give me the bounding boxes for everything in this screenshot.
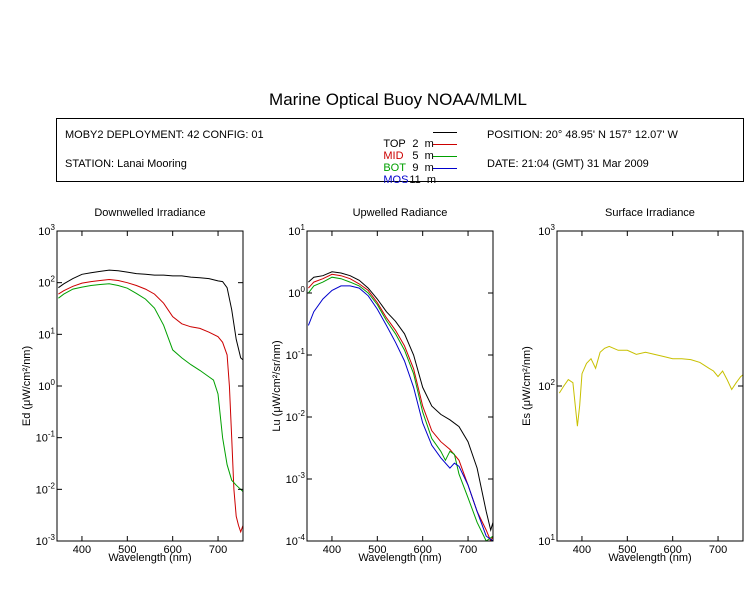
y-tick-label: 10-1 <box>36 430 56 445</box>
x-tick-label: 700 <box>209 544 227 556</box>
legend-entry-mos: MOS11 m <box>365 162 457 210</box>
plot-frame <box>556 230 744 542</box>
x-tick-label: 600 <box>664 544 682 556</box>
series-line-top <box>308 271 493 533</box>
y-tick-label: 102 <box>538 378 555 393</box>
legend-line <box>433 144 457 145</box>
legend-line <box>433 168 457 169</box>
x-tick-label: 500 <box>368 544 386 556</box>
legend-name: MID <box>383 150 404 162</box>
station-text: STATION: Lanai Mooring <box>65 158 187 170</box>
y-tick-label: 10-1 <box>286 347 306 362</box>
legend-entry-bot: BOT 9 m <box>365 150 457 198</box>
x-tick-label: 500 <box>118 544 136 556</box>
x-tick-label: 400 <box>73 544 91 556</box>
plot-frame <box>306 230 494 542</box>
chart-panel-1: Downwelled Irradiance 400 500 600 700 103 102 1… <box>21 207 244 564</box>
legend-name: TOP <box>383 138 406 150</box>
date-text: DATE: 21:04 (GMT) 31 Mar 2009 <box>487 158 649 170</box>
position-text: POSITION: 20° 48.95' N 157° 12.07' W <box>487 129 678 141</box>
y-tick-label: 10-2 <box>36 481 56 496</box>
series-line-bot <box>308 276 493 541</box>
legend-line <box>433 132 457 133</box>
x-axis-label: Wavelength (nm) <box>358 552 441 564</box>
x-axis-label: Wavelength (nm) <box>608 552 691 564</box>
x-tick-label: 700 <box>459 544 477 556</box>
legend-line <box>433 156 457 157</box>
x-tick-label: 400 <box>573 544 591 556</box>
x-tick-label: 500 <box>618 544 636 556</box>
y-tick-label: 101 <box>288 223 305 238</box>
y-tick-label: 100 <box>38 378 55 393</box>
legend-name: BOT <box>383 162 406 174</box>
x-axis-label: Wavelength (nm) <box>108 552 191 564</box>
y-tick-label: 101 <box>38 326 55 341</box>
y-tick-label: 103 <box>538 223 555 238</box>
y-tick-label: 102 <box>38 275 55 290</box>
y-tick-label: 101 <box>538 533 555 548</box>
series-line-mos <box>307 285 493 541</box>
chart-panel-2: Upwelled Radiance 400 500 600 700 101 100 10-1 1… <box>271 207 494 564</box>
x-tick-label: 600 <box>414 544 432 556</box>
chart-title: Surface Irradiance <box>605 207 695 219</box>
y-axis-label: Es (μW/cm²/nm) <box>521 346 533 426</box>
y-axis-label: Lu (μW/cm²/sr/nm) <box>271 340 283 431</box>
deployment-info-box: MOBY2 DEPLOYMENT: 42 CONFIG: 01 STATION:… <box>56 118 744 186</box>
y-tick-label: 103 <box>38 223 55 238</box>
series-line-mid <box>308 273 493 541</box>
series-line-mid <box>58 278 243 534</box>
x-tick-label: 400 <box>323 544 341 556</box>
legend-name: MOS <box>383 174 409 186</box>
legend-depth: 2 m <box>409 138 434 150</box>
y-tick-label: 10-3 <box>36 533 56 548</box>
legend-depth: 5 m <box>409 150 434 162</box>
y-tick-label: 10-4 <box>286 533 306 548</box>
series-line-bot <box>58 283 243 493</box>
page-title: Marine Optical Buoy NOAA/MLML <box>269 90 527 109</box>
legend-entry-mid: MID 5 m <box>365 138 457 186</box>
legend-depth: 9 m <box>409 162 434 174</box>
y-axis-label: Ed (μW/cm²/nm) <box>21 346 33 426</box>
chart-panel-3: Surface Irradiance 400 500 600 700 103 102 101 W… <box>521 207 744 564</box>
x-tick-label: 600 <box>164 544 182 556</box>
chart-title: Upwelled Radiance <box>353 207 448 219</box>
x-tick-label: 700 <box>709 544 727 556</box>
deployment-text: MOBY2 DEPLOYMENT: 42 CONFIG: 01 <box>65 129 264 141</box>
legend-entry-top: TOP 2 m <box>365 126 457 174</box>
series-line-top <box>58 269 243 361</box>
legend-depth: 11 m <box>409 174 437 186</box>
series-line-es <box>558 345 743 427</box>
chart-title: Downwelled Irradiance <box>94 207 205 219</box>
y-tick-label: 10-3 <box>286 471 306 486</box>
y-tick-label: 10-2 <box>286 409 306 424</box>
y-tick-label: 100 <box>288 285 305 300</box>
